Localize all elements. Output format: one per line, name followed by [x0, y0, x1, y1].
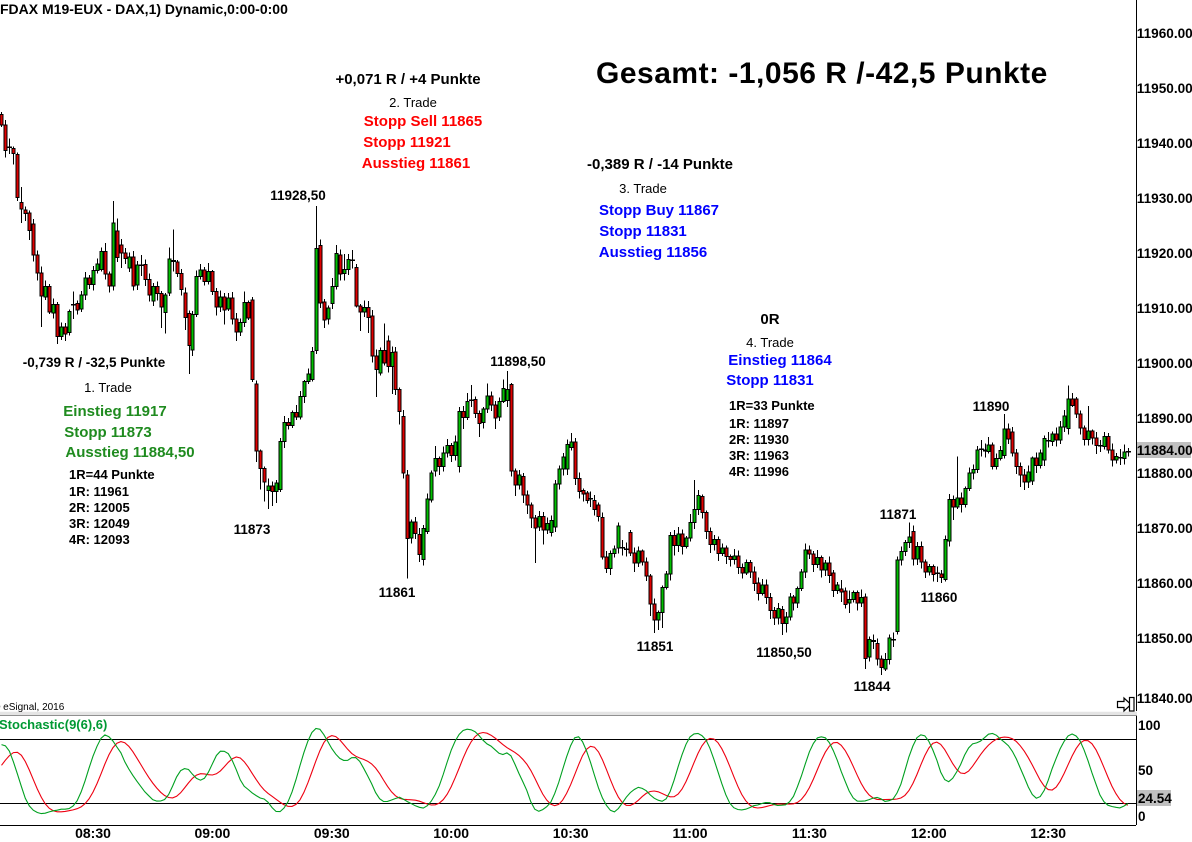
svg-text:11880.00: 11880.00 — [1137, 466, 1192, 481]
svg-text:11940.00: 11940.00 — [1137, 136, 1192, 151]
svg-text:10:00: 10:00 — [433, 825, 469, 841]
svg-text:11884.00: 11884.00 — [1137, 443, 1192, 458]
svg-text:Stopp Sell 11865: Stopp Sell 11865 — [364, 113, 482, 130]
svg-text:11851: 11851 — [637, 639, 674, 654]
svg-text:+0,071 R / +4 Punkte: +0,071 R / +4 Punkte — [335, 71, 480, 88]
svg-text:12:00: 12:00 — [911, 825, 947, 841]
svg-text:100: 100 — [1138, 718, 1161, 733]
svg-text:2R: 11930: 2R: 11930 — [729, 432, 789, 447]
svg-text:3R: 12049: 3R: 12049 — [69, 516, 130, 531]
svg-text:0R: 0R — [760, 311, 779, 328]
svg-text:11850,50: 11850,50 — [756, 645, 812, 660]
svg-text:08:30: 08:30 — [75, 825, 111, 841]
svg-text:Einstieg 11864: Einstieg 11864 — [728, 352, 832, 369]
svg-text:1R: 11961: 1R: 11961 — [69, 484, 129, 499]
svg-text:09:30: 09:30 — [314, 825, 350, 841]
svg-text:24.54: 24.54 — [1138, 791, 1172, 806]
svg-text:1R: 11897: 1R: 11897 — [729, 416, 789, 431]
svg-text:Stopp 11873: Stopp 11873 — [64, 424, 152, 441]
svg-text:11950.00: 11950.00 — [1137, 81, 1192, 96]
svg-text:11873: 11873 — [234, 522, 271, 537]
svg-text:Gesamt: -1,056 R /-42,5 Punkte: Gesamt: -1,056 R /-42,5 Punkte — [596, 57, 1048, 90]
svg-text:11900.00: 11900.00 — [1137, 356, 1192, 371]
svg-text:Stopp 11921: Stopp 11921 — [363, 134, 451, 151]
svg-text:3R: 11963: 3R: 11963 — [729, 448, 789, 463]
svg-text:-0,389 R / -14 Punkte: -0,389 R / -14 Punkte — [587, 156, 733, 173]
svg-text:11960.00: 11960.00 — [1137, 26, 1192, 41]
svg-text:Einstieg 11917: Einstieg 11917 — [63, 403, 166, 420]
svg-text:50: 50 — [1138, 763, 1153, 778]
svg-text:11930.00: 11930.00 — [1137, 191, 1192, 206]
svg-text:10:30: 10:30 — [553, 825, 589, 841]
svg-text:4R: 12093: 4R: 12093 — [69, 532, 130, 547]
svg-text:1. Trade: 1. Trade — [84, 380, 132, 395]
svg-text:09:00: 09:00 — [194, 825, 230, 841]
svg-text:4R: 11996: 4R: 11996 — [729, 464, 789, 479]
svg-text:2R: 12005: 2R: 12005 — [69, 500, 130, 515]
svg-text:11898,50: 11898,50 — [490, 354, 546, 369]
svg-text:© eSignal, 2016: © eSignal, 2016 — [0, 702, 65, 713]
svg-text:-0,739 R / -32,5 Punkte: -0,739 R / -32,5 Punkte — [23, 355, 166, 370]
svg-text:11871: 11871 — [880, 507, 917, 522]
svg-text:11860: 11860 — [921, 590, 958, 605]
svg-text:11870.00: 11870.00 — [1137, 521, 1192, 536]
svg-text:11844: 11844 — [854, 679, 891, 694]
svg-text:11860.00: 11860.00 — [1137, 576, 1192, 591]
svg-text:Ausstieg 11884,50: Ausstieg 11884,50 — [65, 444, 194, 461]
svg-text:0: 0 — [1138, 809, 1146, 824]
svg-text:11:30: 11:30 — [792, 825, 827, 841]
svg-text:Stochastic(9(6),6): Stochastic(9(6),6) — [0, 717, 107, 732]
svg-text:1R=44 Punkte: 1R=44 Punkte — [69, 467, 155, 482]
svg-text:FDAX M19-EUX - DAX,1) Dynamic,: FDAX M19-EUX - DAX,1) Dynamic,0:00-0:00 — [0, 1, 288, 17]
svg-text:Ausstieg 11856: Ausstieg 11856 — [599, 244, 707, 261]
svg-text:11890.00: 11890.00 — [1137, 411, 1192, 426]
svg-text:11910.00: 11910.00 — [1137, 301, 1192, 316]
svg-text:Ausstieg 11861: Ausstieg 11861 — [362, 155, 470, 172]
svg-text:3. Trade: 3. Trade — [619, 181, 667, 196]
svg-text:11928,50: 11928,50 — [270, 188, 326, 203]
svg-text:11850.00: 11850.00 — [1137, 631, 1192, 646]
svg-text:11840.00: 11840.00 — [1137, 691, 1192, 706]
svg-text:2. Trade: 2. Trade — [389, 95, 437, 110]
svg-text:4. Trade: 4. Trade — [746, 335, 794, 350]
svg-text:1R=33 Punkte: 1R=33 Punkte — [729, 398, 815, 413]
svg-text:12:30: 12:30 — [1030, 825, 1066, 841]
svg-text:11890: 11890 — [973, 399, 1010, 414]
svg-text:Stopp 11831: Stopp 11831 — [599, 223, 687, 240]
svg-text:11:00: 11:00 — [672, 825, 707, 841]
svg-text:11861: 11861 — [379, 585, 416, 600]
svg-text:11920.00: 11920.00 — [1137, 246, 1192, 261]
svg-text:Stopp 11831: Stopp 11831 — [726, 372, 814, 389]
svg-text:Stopp Buy 11867: Stopp Buy 11867 — [599, 202, 719, 219]
